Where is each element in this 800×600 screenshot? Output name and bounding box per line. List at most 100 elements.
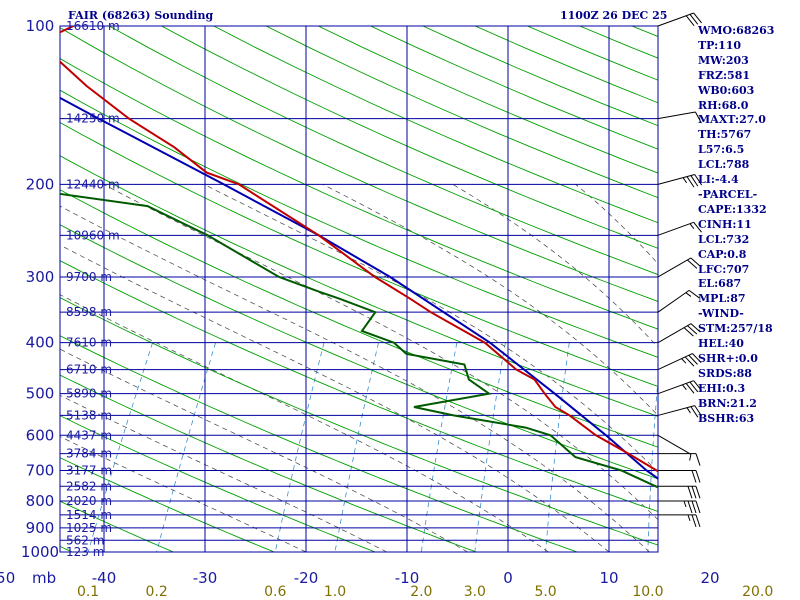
height-label: 16610 m (66, 19, 120, 33)
wind-barb-flag (695, 486, 701, 499)
wind-barb-flag (694, 174, 703, 186)
dry-adiabat (60, 155, 658, 417)
isobar-lines (59, 25, 659, 553)
index-line: SRDS:88 (698, 366, 752, 380)
wind-barb (657, 174, 703, 188)
wind-barb-flag (693, 380, 702, 391)
wind-barb-flag (690, 257, 701, 267)
wind-barb-shaft (657, 380, 694, 395)
index-line: LFC:707 (698, 262, 750, 276)
index-line: BRN:21.2 (698, 396, 757, 410)
sounding-indices-panel: WMO:68263 TP:110 MW:203 FRZ:581 WB0:603 RH:68… (698, 24, 774, 426)
wind-barb-shaft (657, 434, 692, 455)
wind-barb (658, 470, 701, 483)
height-label: 123 m (66, 545, 104, 559)
wind-barb-flag (691, 500, 697, 514)
parcel-trace (60, 96, 658, 480)
moist-adiabat (60, 394, 387, 552)
wind-barb-shaft (657, 323, 692, 344)
wind-barb-half (683, 500, 687, 508)
wind-barb-flag (695, 514, 701, 528)
dry-adiabat (60, 58, 658, 330)
height-label: 8598 m (66, 305, 112, 319)
index-line: SHR+:0.0 (698, 351, 758, 365)
mixing-ratio-line (420, 342, 458, 552)
mixing-ratio-line (156, 342, 216, 552)
mixing-ratio-tick-label: 1.0 (324, 584, 346, 600)
wind-barb-flag (685, 383, 695, 394)
height-label: 4437 m (66, 428, 112, 442)
mixing-ratio-line (334, 342, 379, 552)
wind-barb (657, 405, 703, 418)
wind-barb (658, 485, 701, 499)
wind-barb (657, 257, 701, 278)
wind-barb-flag (694, 405, 703, 417)
wind-barb-flag (688, 289, 700, 299)
dry-adiabat (60, 189, 658, 448)
wind-barb-flag (693, 222, 702, 233)
index-line: WB0:603 (698, 83, 755, 97)
index-line: -WIND- (698, 307, 744, 321)
pressure-tick-label: 600 (26, 426, 55, 444)
index-line: HEL:40 (698, 337, 744, 351)
wind-barb-half (689, 223, 695, 229)
index-line: LCL:788 (698, 158, 750, 172)
index-line: LCL:732 (698, 232, 750, 246)
wind-barb-half (687, 514, 691, 522)
index-line: L57:6.5 (698, 143, 745, 157)
pressure-tick-label: 1000 (21, 543, 59, 561)
index-line: RH:68.0 (698, 98, 749, 112)
wind-barb (658, 453, 701, 466)
dry-adiabat (60, 224, 658, 480)
mixing-ratio-tick-label: 0.2 (146, 584, 168, 600)
height-label: 5138 m (66, 408, 112, 422)
wind-barb-flag (686, 176, 695, 188)
wind-barb-half (681, 358, 687, 364)
wind-barb-flag (690, 175, 699, 187)
moist-adiabat (322, 183, 658, 416)
wind-barb (657, 434, 692, 461)
moist-adiabat (203, 183, 658, 473)
pressure-tick-label: 700 (26, 462, 55, 480)
wind-barb-flag (687, 486, 693, 499)
index-line: EL:687 (698, 277, 742, 291)
wind-barb-flag (687, 325, 698, 335)
index-line: CINH:11 (698, 217, 752, 231)
mixing-ratio-line (647, 375, 658, 552)
index-line: TH:5767 (698, 128, 752, 142)
wind-barb-flag (689, 14, 699, 25)
wind-barb-flag (692, 353, 702, 364)
wind-barb (657, 111, 702, 124)
temperature-tick-label: -20 (294, 569, 319, 587)
pressure-tick-label: 900 (26, 519, 55, 537)
wind-barb-flag (687, 500, 693, 514)
wind-barb-half (685, 292, 692, 297)
temperature-tick-label: -30 (193, 569, 218, 587)
index-line: STM:257/18 (698, 322, 773, 336)
wind-barb-half (689, 454, 692, 461)
height-label: 2582 m (66, 479, 112, 493)
plot-frame (59, 25, 659, 553)
mixing-ratio-tick-label: 3.0 (464, 584, 486, 600)
wind-barb-flag (684, 356, 695, 367)
mixing-ratio-tick-label: 20.0 (742, 584, 773, 600)
moist-adiabat (60, 436, 307, 552)
wind-barb-flag (689, 381, 699, 393)
wind-barb-flag (694, 111, 702, 124)
wind-barbs (657, 12, 703, 528)
index-line: FRZ:581 (698, 68, 751, 82)
mixing-ratio-tick-label: 10.0 (632, 584, 663, 600)
wind-barb-shaft (657, 221, 694, 236)
wind-barb-shaft (657, 111, 696, 120)
mixing-ratio-lines (87, 342, 658, 552)
wind-barb (658, 514, 701, 528)
index-line: MPL:87 (698, 292, 746, 306)
pressure-tick-label: 200 (26, 175, 55, 193)
index-line: CAPE:1332 (698, 202, 767, 216)
height-label: 12440 m (66, 177, 120, 191)
temperature-tick-label: -10 (395, 569, 420, 587)
wind-barb-flag (691, 486, 697, 499)
wind-barb (658, 500, 701, 514)
index-line: EHI:0.3 (698, 381, 746, 395)
